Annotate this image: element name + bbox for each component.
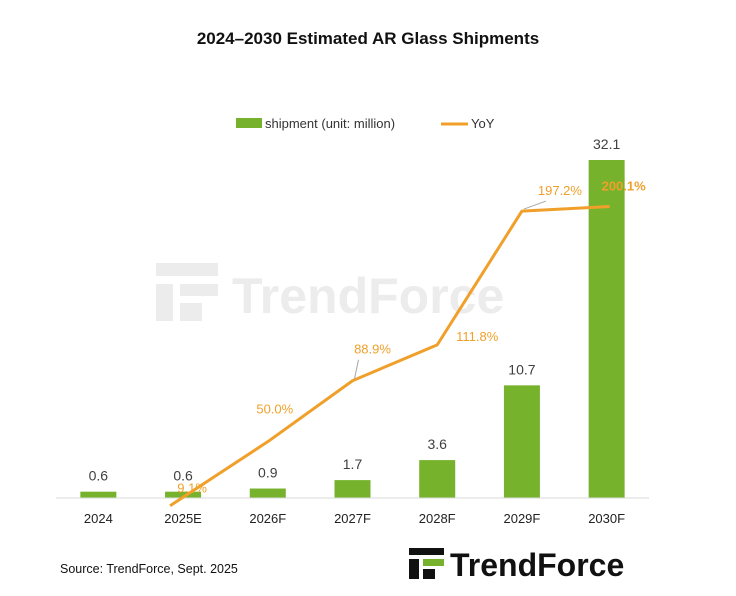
watermark-text: TrendForce bbox=[232, 268, 504, 324]
yoy-value-label: 111.8% bbox=[456, 329, 499, 344]
bar-2024 bbox=[80, 491, 117, 498]
source-note: Source: TrendForce, Sept. 2025 bbox=[60, 562, 238, 576]
bars bbox=[80, 160, 625, 498]
bar-2029F bbox=[503, 385, 540, 498]
x-tick-2027F: 2027F bbox=[334, 511, 371, 526]
x-tick-2030F: 2030F bbox=[588, 511, 625, 526]
chart-title: 2024–2030 Estimated AR Glass Shipments bbox=[197, 29, 539, 48]
x-tick-2025E: 2025E bbox=[164, 511, 202, 526]
bar-value-label: 0.9 bbox=[258, 465, 278, 481]
bar-2026F bbox=[249, 488, 286, 498]
x-tick-2029F: 2029F bbox=[503, 511, 540, 526]
legend-label-yoy: YoY bbox=[471, 116, 495, 131]
bar-2028F bbox=[419, 460, 456, 498]
yoy-value-label: 9.1% bbox=[177, 481, 207, 496]
watermark: TrendForce bbox=[156, 263, 504, 324]
bar-value-label: 10.7 bbox=[508, 361, 535, 377]
bar-2030F bbox=[588, 160, 625, 498]
x-tick-2024: 2024 bbox=[84, 511, 113, 526]
x-ticks: 2024 2025E 2026F 2027F 2028F 2029F 2030F bbox=[84, 511, 625, 526]
yoy-series: 9.1% 50.0% 88.9% 111.8% 197.2% 200.1% bbox=[169, 179, 647, 507]
x-tick-2028F: 2028F bbox=[419, 511, 456, 526]
yoy-value-label: 197.2% bbox=[538, 183, 583, 198]
bar-value-label: 1.7 bbox=[343, 456, 363, 472]
x-tick-2026F: 2026F bbox=[249, 511, 286, 526]
bar-2027F bbox=[334, 480, 371, 498]
bar-labels: 0.6 0.6 0.9 1.7 3.6 10.7 32.1 bbox=[89, 136, 621, 484]
bar-value-label: 0.6 bbox=[89, 468, 109, 484]
brand-logo: TrendForce bbox=[409, 547, 624, 583]
legend: shipment (unit: million) YoY bbox=[236, 116, 495, 131]
yoy-value-label: 88.9% bbox=[354, 342, 391, 357]
bar-value-label: 3.6 bbox=[427, 436, 447, 452]
legend-bar-swatch bbox=[236, 118, 262, 128]
yoy-line bbox=[169, 205, 610, 507]
trendforce-logo-icon bbox=[409, 548, 444, 579]
bar-2025E bbox=[165, 491, 202, 498]
brand-name: TrendForce bbox=[450, 547, 624, 583]
yoy-leader-line bbox=[523, 200, 547, 210]
bar-value-label: 0.6 bbox=[173, 468, 193, 484]
yoy-leader-line bbox=[354, 359, 359, 379]
bar-value-label: 32.1 bbox=[593, 136, 620, 152]
watermark-logo-icon bbox=[156, 263, 218, 321]
yoy-value-label: 50.0% bbox=[256, 402, 293, 417]
yoy-value-label: 200.1% bbox=[602, 179, 647, 194]
legend-label-shipment: shipment (unit: million) bbox=[265, 116, 395, 131]
